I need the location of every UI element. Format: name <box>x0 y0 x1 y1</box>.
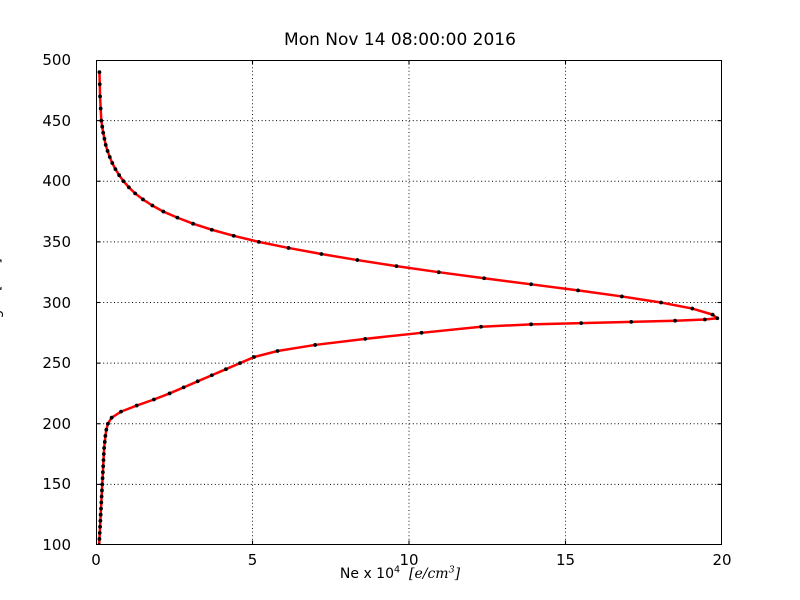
x-tick-label: 5 <box>247 551 258 569</box>
x-axis-unit-open: [ <box>408 566 415 582</box>
page-title: Mon Nov 14 08:00:00 2016 <box>284 30 516 50</box>
x-tick-label: 15 <box>555 551 576 569</box>
y-tick-label: 500 <box>42 51 71 69</box>
x-tick-label: 0 <box>91 551 101 569</box>
x-axis-unit-close: ] <box>454 566 461 582</box>
y-tick-label: 300 <box>42 293 71 312</box>
axes-frame <box>96 60 722 545</box>
y-tick-label: 350 <box>42 232 71 251</box>
x-tick-label: 20 <box>712 551 732 569</box>
x-axis-label-prefix: Ne x 10 <box>339 566 394 582</box>
y-tick-label: 250 <box>42 354 71 373</box>
plot-canvas <box>96 60 722 545</box>
x-axis-unit: e/cm <box>414 566 449 582</box>
plot-axes <box>96 60 722 545</box>
x-tick-label: 10 <box>399 551 419 569</box>
y-tick-label: 450 <box>42 111 71 130</box>
y-tick-label: 200 <box>42 414 71 433</box>
x-axis-label: Ne x 104 [e/cm3] <box>0 564 800 582</box>
y-tick-label: 400 <box>42 172 71 191</box>
x-axis-label-exponent: 4 <box>394 564 401 576</box>
y-tick-label: 100 <box>42 536 71 554</box>
gridlines <box>96 60 722 545</box>
x-axis-unit-exponent: 3 <box>448 564 455 576</box>
y-tick-label: 150 <box>42 475 71 494</box>
data-series-markers <box>97 70 720 545</box>
